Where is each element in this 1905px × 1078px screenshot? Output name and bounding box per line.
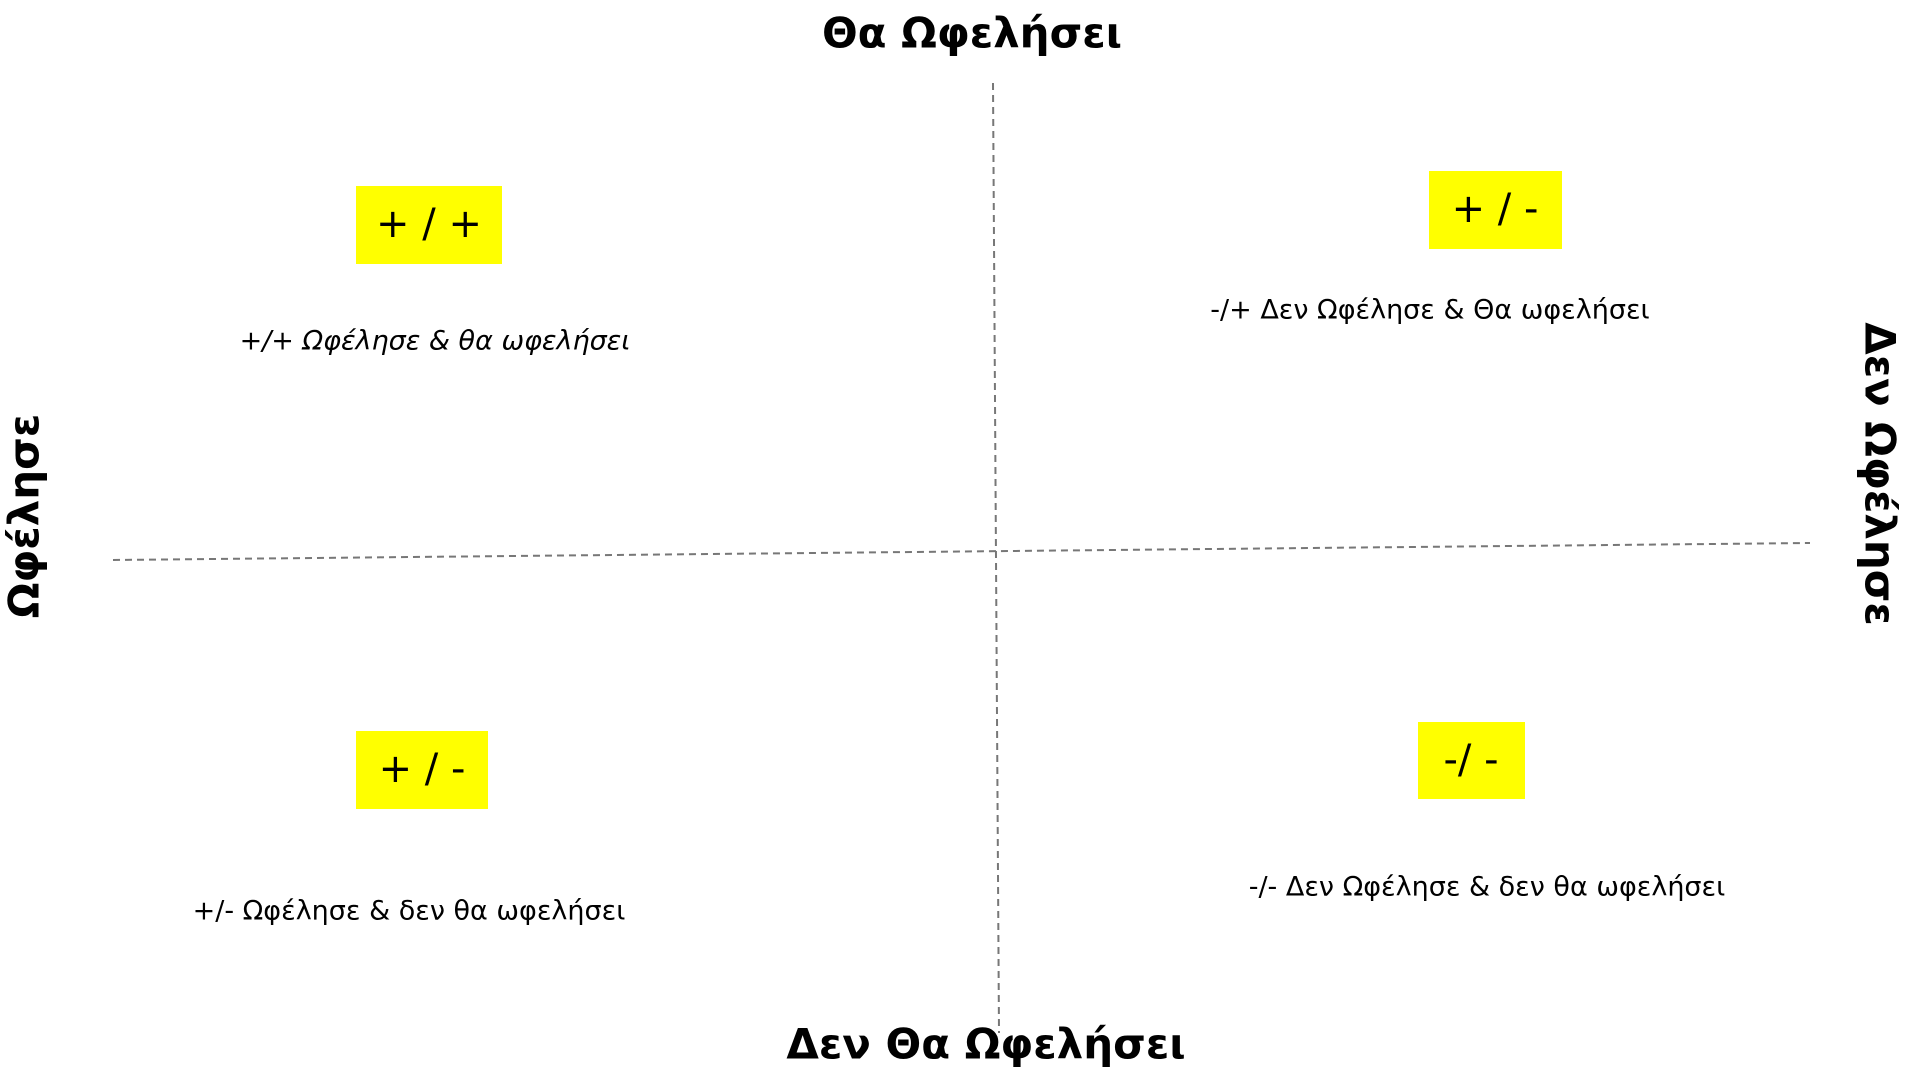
axis-label-right: Δεν Ωφέλησε [1856, 322, 1905, 626]
quadrant-tag: + / + [376, 201, 482, 247]
quadrant-tag: -/ - [1443, 737, 1498, 783]
tag-box [356, 731, 488, 809]
axis-label-top: Θα Ωφελήσει [822, 9, 1122, 58]
quadrant-tag: + / - [379, 746, 466, 792]
tag-box [1429, 171, 1562, 249]
quadrant-description: -/+ Δεν Ωφέλησε & Θα ωφελήσει [1210, 295, 1649, 326]
quadrant-description: +/+ Ωφέλησε & θα ωφελήσει [240, 326, 631, 357]
vertical-axis-line [992, 82, 1000, 1034]
tag-box [356, 186, 502, 264]
quadrant-description: +/- Ωφέλησε & δεν θα ωφελήσει [193, 896, 626, 927]
axis-label-bottom: Δεν Θα Ωφελήσει [786, 1020, 1185, 1069]
quadrant-tag: + / - [1452, 186, 1539, 232]
horizontal-axis-line [112, 542, 1811, 561]
quadrant-description: -/- Δεν Ωφέλησε & δεν θα ωφελήσει [1249, 872, 1726, 903]
axis-label-left: Ωφέλησε [0, 414, 49, 619]
tag-box [1418, 722, 1525, 799]
